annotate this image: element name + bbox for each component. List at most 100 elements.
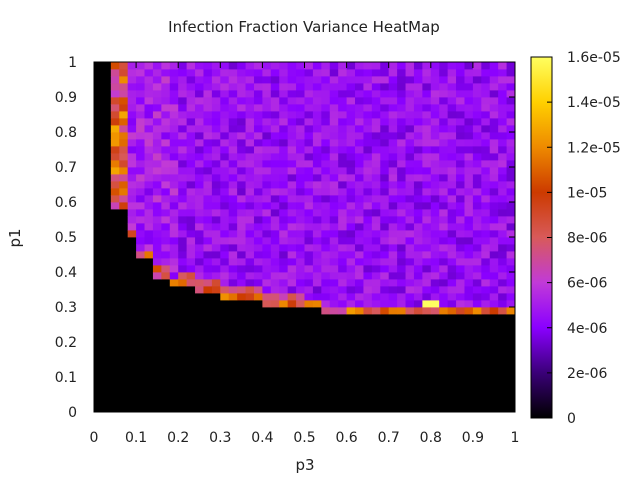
heatmap-cell	[439, 258, 449, 266]
heatmap-cell	[413, 307, 423, 315]
heatmap-cell	[439, 83, 449, 91]
heatmap-cell	[296, 146, 305, 154]
heatmap-cell	[262, 209, 272, 217]
heatmap-cell	[397, 111, 406, 119]
heatmap-cell	[262, 293, 272, 301]
heatmap-cell	[472, 195, 482, 203]
heatmap-cell	[211, 279, 221, 287]
heatmap-cell	[136, 118, 145, 126]
heatmap-cell	[203, 118, 213, 126]
heatmap-cell	[472, 265, 482, 273]
heatmap-cell	[346, 293, 356, 301]
heatmap-cell	[422, 69, 432, 77]
heatmap-cell	[329, 307, 339, 315]
heatmap-cell	[346, 230, 356, 238]
heatmap-cell	[279, 83, 289, 91]
heatmap-cell	[186, 90, 196, 98]
heatmap-cell	[380, 69, 390, 77]
heatmap-cell	[211, 244, 221, 252]
heatmap-cell	[346, 90, 356, 98]
heatmap-cell	[321, 62, 331, 70]
x-tick-label: 0.5	[293, 430, 315, 446]
heatmap-cell	[136, 69, 145, 77]
heatmap-cell	[312, 230, 322, 238]
heatmap-cell	[110, 153, 120, 161]
heatmap-cell	[228, 209, 238, 217]
heatmap-cell	[355, 258, 364, 266]
heatmap-cell	[287, 188, 297, 196]
heatmap-cell	[355, 230, 364, 238]
heatmap-cell	[498, 132, 507, 140]
heatmap-cell	[338, 251, 347, 259]
heatmap-cell	[237, 237, 246, 245]
heatmap-cell	[253, 286, 263, 294]
heatmap-cell	[380, 146, 390, 154]
heatmap-cell	[110, 181, 120, 189]
heatmap-cell	[144, 244, 154, 252]
heatmap-cell	[363, 230, 373, 238]
heatmap-cell	[195, 272, 204, 280]
colorbar-tick-label: 0	[567, 411, 576, 427]
heatmap-cell	[456, 230, 465, 238]
heatmap-cell	[127, 125, 137, 133]
heatmap-cell	[245, 118, 255, 126]
heatmap-cell	[228, 223, 238, 231]
heatmap-cell	[329, 209, 339, 217]
heatmap-cell	[422, 265, 432, 273]
heatmap-cell	[338, 244, 347, 252]
heatmap-cell	[321, 181, 331, 189]
heatmap-cell	[203, 132, 213, 140]
heatmap-cell	[481, 62, 491, 70]
heatmap-cell	[195, 167, 204, 175]
heatmap-cell	[447, 216, 457, 224]
heatmap-cell	[388, 132, 398, 140]
heatmap-cell	[481, 146, 491, 154]
heatmap-cell	[456, 272, 465, 280]
heatmap-cell	[498, 258, 507, 266]
heatmap-cell	[169, 160, 179, 168]
heatmap-cell	[456, 209, 465, 217]
heatmap-cell	[228, 258, 238, 266]
heatmap-cell	[228, 188, 238, 196]
heatmap-cell	[498, 293, 507, 301]
heatmap-cell	[178, 195, 188, 203]
heatmap-cell	[422, 195, 432, 203]
heatmap-cell	[481, 153, 491, 161]
heatmap-cell	[127, 188, 137, 196]
heatmap-cell	[287, 202, 297, 210]
heatmap-cell	[279, 258, 289, 266]
heatmap-cell	[211, 272, 221, 280]
heatmap-cell	[119, 125, 129, 133]
heatmap-cell	[144, 146, 154, 154]
heatmap-cell	[245, 202, 255, 210]
heatmap-cell	[312, 118, 322, 126]
heatmap-cell	[355, 300, 364, 308]
heatmap-cell	[136, 62, 145, 70]
heatmap-cell	[195, 202, 204, 210]
heatmap-cell	[430, 300, 440, 308]
heatmap-cell	[296, 167, 305, 175]
heatmap-cell	[338, 111, 347, 119]
heatmap-cell	[447, 293, 457, 301]
heatmap-cell	[422, 160, 432, 168]
heatmap-cell	[388, 223, 398, 231]
heatmap-cell	[506, 237, 516, 245]
heatmap-cell	[329, 251, 339, 259]
heatmap-cell	[481, 111, 491, 119]
heatmap-cell	[481, 90, 491, 98]
heatmap-cell	[279, 90, 289, 98]
heatmap-cell	[380, 125, 390, 133]
heatmap-cell	[464, 258, 474, 266]
heatmap-cell	[144, 125, 154, 133]
heatmap-cell	[262, 174, 272, 182]
heatmap-cell	[321, 265, 331, 273]
heatmap-cell	[405, 167, 415, 175]
heatmap-cell	[211, 223, 221, 231]
heatmap-cell	[144, 83, 154, 91]
heatmap-cell	[464, 167, 474, 175]
heatmap-cell	[447, 265, 457, 273]
heatmap-cell	[456, 251, 465, 259]
heatmap-cell	[363, 69, 373, 77]
heatmap-cell	[422, 223, 432, 231]
heatmap-cell	[388, 104, 398, 112]
